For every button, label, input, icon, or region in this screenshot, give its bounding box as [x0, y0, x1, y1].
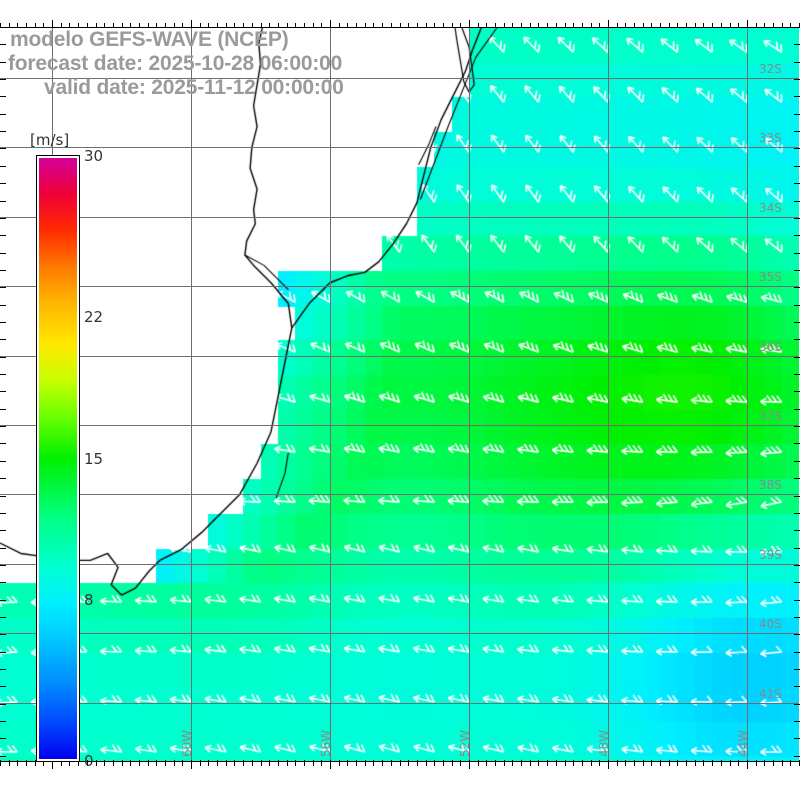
wind-speed-field [0, 28, 799, 761]
colorbar-outline [36, 155, 80, 762]
colorbar-unit-label: [m/s] [30, 131, 70, 149]
colorbar-gradient [37, 156, 79, 761]
colorbar [36, 155, 80, 762]
map-plot-area [0, 27, 799, 762]
